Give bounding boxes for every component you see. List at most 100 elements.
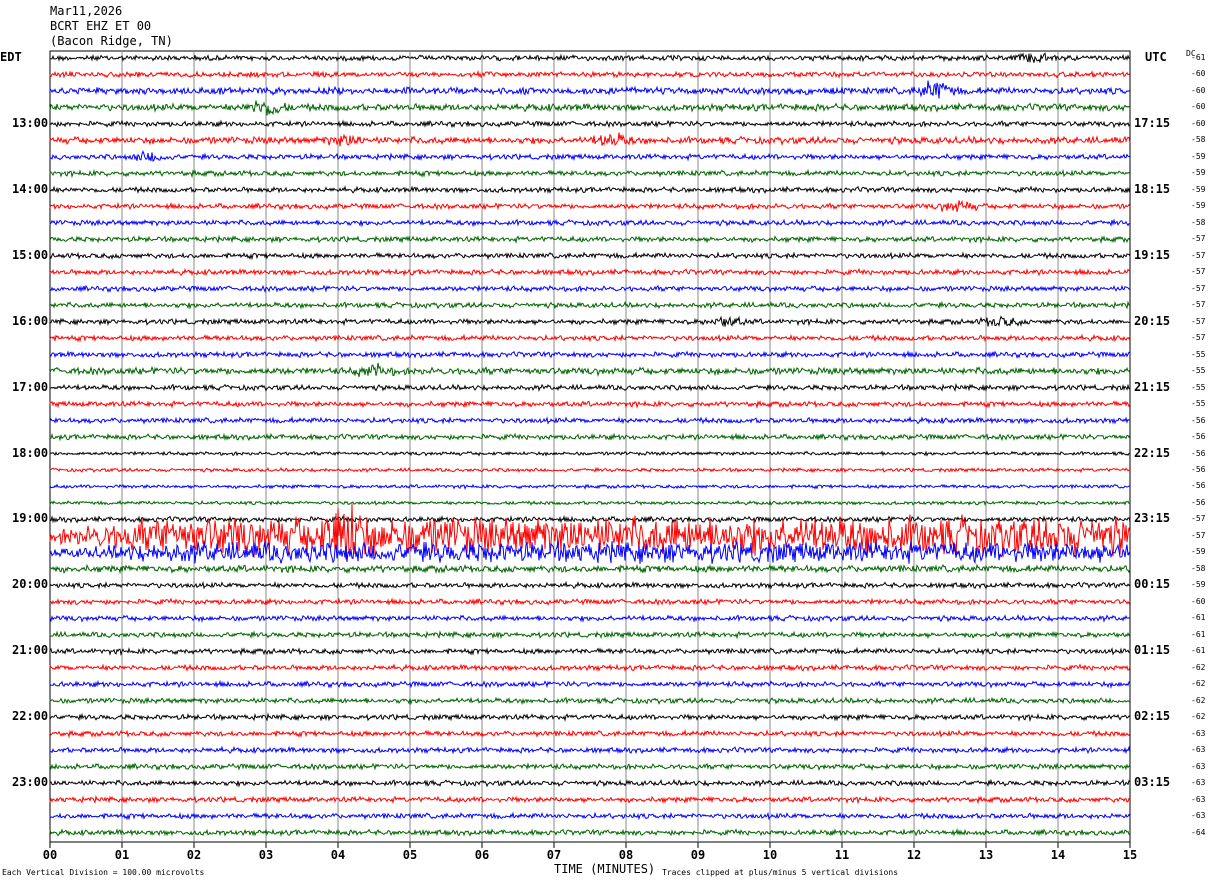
dc-offset-label: -62 — [1191, 662, 1206, 672]
trace-row — [49, 483, 1131, 490]
plot-frame — [49, 50, 1131, 843]
x-tick-label: 05 — [403, 848, 417, 862]
left-hour-label: 19:00 — [12, 511, 49, 526]
plot-station: BCRT EHZ ET 00 — [50, 19, 152, 33]
trace-row — [49, 679, 1131, 689]
x-tick-label: 13 — [979, 848, 993, 862]
scale-note: Each Vertical Division = 100.00 microvol… — [2, 868, 205, 877]
trace-row — [49, 432, 1131, 442]
dc-offset-label: -62 — [1191, 712, 1206, 722]
dc-offset-label: -56 — [1191, 448, 1206, 458]
dc-offset-label: -58 — [1191, 563, 1206, 573]
trace-row — [49, 696, 1131, 706]
dc-offset-label: -55 — [1191, 349, 1206, 359]
dc-offset-label: -63 — [1191, 761, 1206, 771]
left-hour-label: 13:00 — [12, 115, 49, 130]
dc-offset-label: -63 — [1191, 778, 1206, 788]
trace-row — [49, 350, 1131, 360]
trace-row — [49, 540, 1131, 565]
dc-offset-label: -62 — [1191, 695, 1206, 705]
dc-offset-label: -59 — [1191, 168, 1206, 178]
dc-offset-label: -57 — [1191, 283, 1206, 293]
trace-row — [49, 630, 1131, 640]
right-hour-label: 01:15 — [1134, 643, 1171, 658]
x-tick-label: 15 — [1123, 848, 1137, 862]
trace-row — [49, 284, 1131, 294]
clip-note: Traces clipped at plus/minus 5 vertical … — [662, 868, 899, 877]
trace-row — [49, 794, 1131, 805]
right-hour-label: 21:15 — [1134, 379, 1171, 394]
trace-row — [49, 251, 1131, 261]
trace-row — [49, 168, 1131, 179]
trace-row — [49, 503, 1131, 560]
dc-offset-label: -57 — [1191, 250, 1206, 260]
trace-row — [49, 300, 1131, 310]
trace-row — [49, 563, 1131, 575]
trace-row — [49, 728, 1131, 739]
dc-offset-label: -60 — [1191, 102, 1206, 112]
trace-row — [49, 745, 1131, 755]
dc-offset-label: -63 — [1191, 745, 1206, 755]
dc-offset-label: -63 — [1191, 811, 1206, 821]
dc-offset-label: -63 — [1191, 794, 1206, 804]
dc-offset-label: -57 — [1191, 333, 1206, 343]
trace-row — [49, 69, 1131, 79]
trace-row — [49, 828, 1131, 837]
right-hour-label: 19:15 — [1134, 247, 1171, 262]
dc-offset-label: -61 — [1191, 646, 1206, 656]
right-hour-label: 20:15 — [1134, 313, 1171, 328]
dc-offset-label: -62 — [1191, 679, 1206, 689]
right-timezone-label: UTC — [1145, 50, 1167, 64]
dc-offset-label: -56 — [1191, 432, 1206, 442]
trace-row — [49, 514, 1131, 524]
left-hour-label: 15:00 — [12, 247, 49, 262]
trace-row — [49, 663, 1131, 673]
trace-row — [49, 399, 1131, 409]
dc-offset-label: -55 — [1191, 399, 1206, 409]
dc-offset-label: -59 — [1191, 547, 1206, 557]
trace-row — [49, 150, 1131, 163]
dc-offset-label: -59 — [1191, 580, 1206, 590]
x-tick-label: 10 — [763, 848, 777, 862]
x-tick-label: 02 — [187, 848, 201, 862]
x-tick-label: 07 — [547, 848, 561, 862]
trace-row — [49, 614, 1131, 623]
trace-row — [49, 119, 1131, 129]
left-hour-label: 20:00 — [12, 577, 49, 592]
left-hour-label: 23:00 — [12, 775, 49, 790]
x-tick-label: 09 — [691, 848, 705, 862]
trace-row — [49, 712, 1131, 723]
x-tick-label: 12 — [907, 848, 921, 862]
dc-offset-label: -59 — [1191, 201, 1206, 211]
trace-row — [49, 132, 1131, 147]
trace-row — [49, 580, 1131, 590]
right-hour-label: 18:15 — [1134, 181, 1171, 196]
left-timezone-label: EDT — [0, 50, 22, 64]
dc-offset-label: -60 — [1191, 596, 1206, 606]
dc-offset-label: -57 — [1191, 530, 1206, 540]
x-tick-label: 06 — [475, 848, 489, 862]
dc-offset-label: -61 — [1191, 613, 1206, 623]
trace-row — [49, 362, 1131, 378]
dc-offset-label: -60 — [1191, 85, 1206, 95]
right-hour-label: 17:15 — [1134, 115, 1171, 130]
dc-offset-label: -57 — [1191, 234, 1206, 244]
x-tick-label: 01 — [115, 848, 129, 862]
dc-offset-label: -56 — [1191, 497, 1206, 507]
trace-row — [49, 811, 1131, 821]
trace-row — [49, 333, 1131, 343]
trace-row — [49, 450, 1131, 457]
dc-offset-label: -64 — [1191, 827, 1206, 837]
right-hour-label: 02:15 — [1134, 709, 1171, 724]
trace-row — [49, 185, 1131, 195]
trace-row — [49, 597, 1131, 607]
dc-offset-label: -57 — [1191, 514, 1206, 524]
left-hour-label: 16:00 — [12, 313, 49, 328]
x-tick-label: 04 — [331, 848, 345, 862]
x-tick-label: 14 — [1051, 848, 1065, 862]
trace-row — [49, 52, 1131, 63]
dc-offset-label: -60 — [1191, 69, 1206, 79]
trace-row — [49, 646, 1131, 657]
left-hour-label: 22:00 — [12, 709, 49, 724]
